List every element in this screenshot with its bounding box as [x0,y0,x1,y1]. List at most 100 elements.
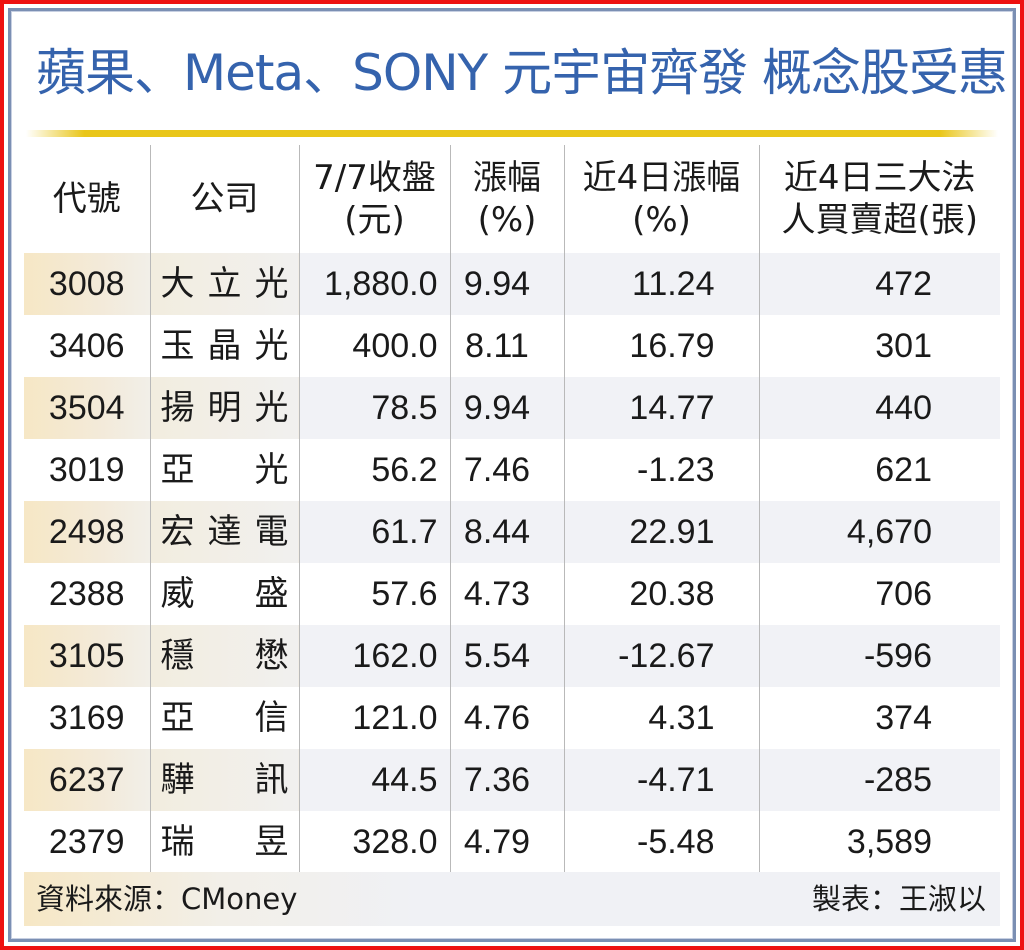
cell-change-4d: -12.67 [563,625,759,687]
cell-change-pct: 9.94 [449,377,564,439]
cell-close-price: 78.5 [298,377,450,439]
company-name-char: 電 [254,512,289,552]
cell-institutional-net: 3,589 [758,811,1000,873]
company-name: 揚明光 [161,377,289,439]
cell-change-4d: -5.48 [563,811,759,873]
cell-change-pct: 7.36 [449,749,564,811]
cell-code: 3105 [24,625,150,687]
cell-change-pct: 4.76 [449,687,564,749]
company-name-char: 亞 [160,450,195,490]
table-row: 2388 威盛 57.6 4.73 20.38 706 [24,563,1000,625]
company-name: 亞光 [161,439,289,501]
company-name-char: 立 [207,264,242,304]
company-name-char: 光 [254,326,289,366]
company-name-char: 瑞 [160,822,195,862]
company-name: 瑞昱 [161,811,289,873]
cell-institutional-net: 472 [758,253,1000,315]
cell-company: 揚明光 [149,377,299,439]
table-row: 3105 穩懋 162.0 5.54 -12.67 -596 [24,625,1000,687]
company-name-char: 玉 [160,326,195,366]
company-name-char: 亞 [160,698,195,738]
header-company: 公司 [149,145,299,253]
cell-code: 2498 [24,501,150,563]
cell-code: 3406 [48,327,125,365]
cell-company: 亞信 [149,687,299,749]
title-underline-rule [26,130,998,137]
cell-change-4d: -1.23 [563,439,759,501]
cell-company: 瑞昱 [149,811,299,873]
company-name-char: 達 [207,512,242,552]
cell-institutional-net: 440 [758,377,1000,439]
company-name: 驊訊 [161,749,289,811]
cell-company: 大立光 [149,253,299,315]
company-name: 大立光 [161,253,289,315]
company-name: 穩懋 [161,625,289,687]
cell-change-pct: 8.44 [449,501,564,563]
cell-close-price: 328.0 [298,811,450,873]
company-name-char: 晶 [207,326,242,366]
cell-change-pct: 4.73 [449,563,564,625]
cell-institutional-net: 4,670 [758,501,1000,563]
company-name-char: 揚 [160,388,195,428]
table-row: 3008 大立光 1,880.0 9.94 11.24 472 [24,253,1000,315]
cell-close-price: 56.2 [298,439,450,501]
cell-close-price: 162.0 [298,625,450,687]
cell-company: 玉晶光 [149,315,299,377]
company-name-char: 光 [254,388,289,428]
cell-close-price: 61.7 [298,501,450,563]
cell-code: 3504 [24,377,150,439]
company-name: 玉晶光 [161,315,289,377]
cell-institutional-net: 301 [758,315,1000,377]
header-close-price: 7/7收盤 (元) [298,145,450,253]
table-row: 3019 亞光 56.2 7.46 -1.23 621 [24,439,1000,501]
table-row: 2379 瑞昱 328.0 4.79 -5.48 3,589 [24,811,1000,873]
source-note: 資料來源：CMoney [36,882,298,916]
cell-change-4d: 4.31 [563,687,759,749]
table-row: 3169 亞信 121.0 4.76 4.31 374 [24,687,1000,749]
chart-title: 蘋果、Meta、SONY 元宇宙齊發 概念股受惠 [36,44,1008,102]
table-row: 2498 宏達電 61.7 8.44 22.91 4,670 [24,501,1000,563]
cell-company: 亞光 [149,439,299,501]
table-body: 3008 大立光 1,880.0 9.94 11.24 472 3406 玉晶光 400.0 8.… [24,253,1000,873]
table-row: 3406 玉晶光 400.0 8.11 16.79 301 [24,315,1000,377]
cell-code: 3169 [48,699,125,737]
company-name-char: 光 [254,450,289,490]
cell-company: 穩懋 [149,625,299,687]
cell-close-price: 400.0 [298,315,450,377]
company-name: 宏達電 [161,501,289,563]
cell-close-price: 44.5 [298,749,450,811]
cell-institutional-net: -285 [758,749,1000,811]
company-name-char: 宏 [160,512,195,552]
header-change-pct: 漲幅 (%) [449,145,564,253]
footer-bar: 資料來源：CMoney 製表：王淑以 [24,872,1000,926]
stock-table: 代號 公司 7/7收盤 (元) 漲幅 (%) 近4日漲幅 (%) 近4日三大法 人買賣超… [24,145,1000,873]
cell-change-pct: 5.54 [449,625,564,687]
maker-credit: 製表：王淑以 [811,882,986,916]
cell-change-4d: -4.71 [563,749,759,811]
cell-company: 宏達電 [149,501,299,563]
company-name-char: 昱 [254,822,289,862]
cell-close-price: 57.6 [298,563,450,625]
cell-change-pct: 8.11 [449,315,564,377]
cell-close-price: 1,880.0 [298,253,450,315]
cell-change-4d: 20.38 [563,563,759,625]
header-institutional-net: 近4日三大法 人買賣超(張) [758,145,1000,253]
cell-change-4d: 14.77 [563,377,759,439]
cell-institutional-net: 706 [758,563,1000,625]
cell-code: 3008 [24,253,150,315]
company-name-char: 盛 [254,574,289,614]
cell-code: 2379 [48,823,125,861]
company-name-char: 穩 [160,636,195,676]
table-header-row: 代號 公司 7/7收盤 (元) 漲幅 (%) 近4日漲幅 (%) 近4日三大法 人買賣超… [24,145,1000,253]
cell-change-4d: 22.91 [563,501,759,563]
company-name-char: 懋 [254,636,289,676]
cell-change-4d: 11.24 [563,253,759,315]
cell-code: 2388 [48,575,125,613]
cell-change-pct: 7.46 [449,439,564,501]
company-name-char: 大 [160,264,195,304]
header-change-4d: 近4日漲幅 (%) [563,145,759,253]
cell-code: 3019 [48,451,125,489]
company-name-char: 光 [254,264,289,304]
header-code: 代號 [52,179,121,219]
cell-code: 6237 [24,749,150,811]
